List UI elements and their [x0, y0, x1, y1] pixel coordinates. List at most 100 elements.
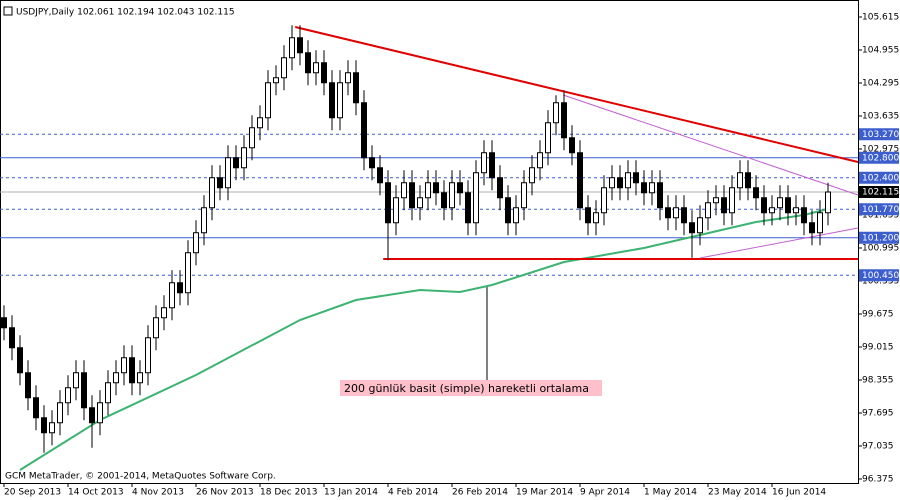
candle-body [57, 402, 63, 424]
x-tick-label: 26 Feb 2014 [452, 488, 508, 498]
candle [353, 60, 359, 116]
candle [497, 165, 503, 211]
candle [257, 105, 263, 141]
candle-body [569, 137, 575, 154]
candle-body [241, 147, 247, 169]
candle [441, 180, 447, 221]
candle-body [449, 182, 455, 209]
candle [409, 170, 415, 221]
candle [617, 165, 623, 201]
candle [769, 195, 775, 226]
x-tick-label: 9 Apr 2014 [580, 488, 630, 498]
candle [561, 90, 567, 151]
x-tick-label: 26 Nov 2013 [196, 488, 254, 498]
candle-body [65, 387, 71, 404]
price-level-label: 101.770 [862, 205, 899, 215]
candle [529, 155, 535, 196]
candle [217, 165, 223, 201]
candle-body [649, 182, 655, 194]
x-tick-label: 14 Oct 2013 [68, 488, 124, 498]
candle-body [697, 217, 703, 234]
candle [745, 160, 751, 201]
candle [473, 160, 479, 236]
candle [625, 160, 631, 201]
candle [817, 200, 823, 246]
annotation: 200 günlük basit (simple) hareketli orta… [344, 382, 589, 395]
candle-body [425, 182, 431, 199]
price-level-box [859, 171, 899, 184]
candle [73, 360, 79, 401]
candle [641, 170, 647, 206]
candle [25, 360, 31, 411]
candle-body [617, 177, 623, 189]
candle [489, 140, 495, 191]
candle [601, 175, 607, 226]
candle-body [409, 182, 415, 209]
price-level-box [859, 186, 899, 198]
trendline [294, 26, 859, 163]
candle [369, 145, 375, 181]
candle-body [289, 37, 295, 59]
candle [329, 70, 335, 131]
y-tick-label: 99.675 [862, 310, 894, 320]
candle-body [713, 197, 719, 204]
candle-body [761, 197, 767, 214]
price-level-label: 102.115 [862, 188, 899, 198]
y-tick-label: 102.975 [862, 145, 899, 155]
candle [305, 40, 311, 86]
candle-body [209, 177, 215, 209]
candle [401, 170, 407, 211]
candle [825, 182, 831, 226]
candle-body [745, 172, 751, 189]
candle-body [121, 357, 127, 374]
candle-body [769, 207, 775, 214]
candle [57, 390, 63, 436]
candle [345, 60, 351, 96]
candle-body [545, 122, 551, 154]
candle [17, 335, 23, 386]
candle-body [281, 57, 287, 79]
candle-body [257, 117, 263, 129]
candle [321, 50, 327, 96]
candle [681, 195, 687, 236]
candle-body [49, 422, 55, 434]
candle-body [345, 72, 351, 84]
candle [41, 405, 47, 453]
candle-body [529, 167, 535, 184]
candle [609, 165, 615, 201]
candle [377, 155, 383, 196]
candle-body [25, 372, 31, 399]
x-tick-label: 4 Feb 2014 [388, 488, 439, 498]
candle-body [249, 127, 255, 149]
candle-body [489, 152, 495, 179]
y-tick-label: 96.375 [862, 475, 894, 485]
candle-body [609, 177, 615, 189]
candle-body [689, 222, 695, 234]
candle-body [801, 207, 807, 224]
candle-body [585, 207, 591, 224]
candle-body [177, 282, 183, 294]
moving-average [19, 208, 829, 471]
candle-body [809, 222, 815, 234]
candle [265, 70, 271, 131]
candle-body [721, 197, 727, 214]
candle [545, 110, 551, 166]
candle [577, 140, 583, 221]
candle [33, 385, 39, 431]
candle [289, 25, 295, 71]
candle-body [305, 52, 311, 74]
candle-body [433, 182, 439, 194]
candle-body [201, 207, 207, 234]
y-tick-label: 100.335 [862, 277, 899, 287]
chart-title: USDJPY,Daily 102.061 102.194 102.043 102… [16, 8, 235, 18]
price-level-label: 101.200 [862, 233, 899, 243]
y-tick-label: 100.995 [862, 244, 899, 254]
price-level-label: 102.800 [862, 153, 899, 163]
candle [393, 185, 399, 236]
candle [417, 185, 423, 221]
candle-body [417, 197, 423, 209]
candle-body [9, 327, 15, 349]
candle [105, 370, 111, 416]
y-tick-label: 105.615 [862, 13, 899, 23]
